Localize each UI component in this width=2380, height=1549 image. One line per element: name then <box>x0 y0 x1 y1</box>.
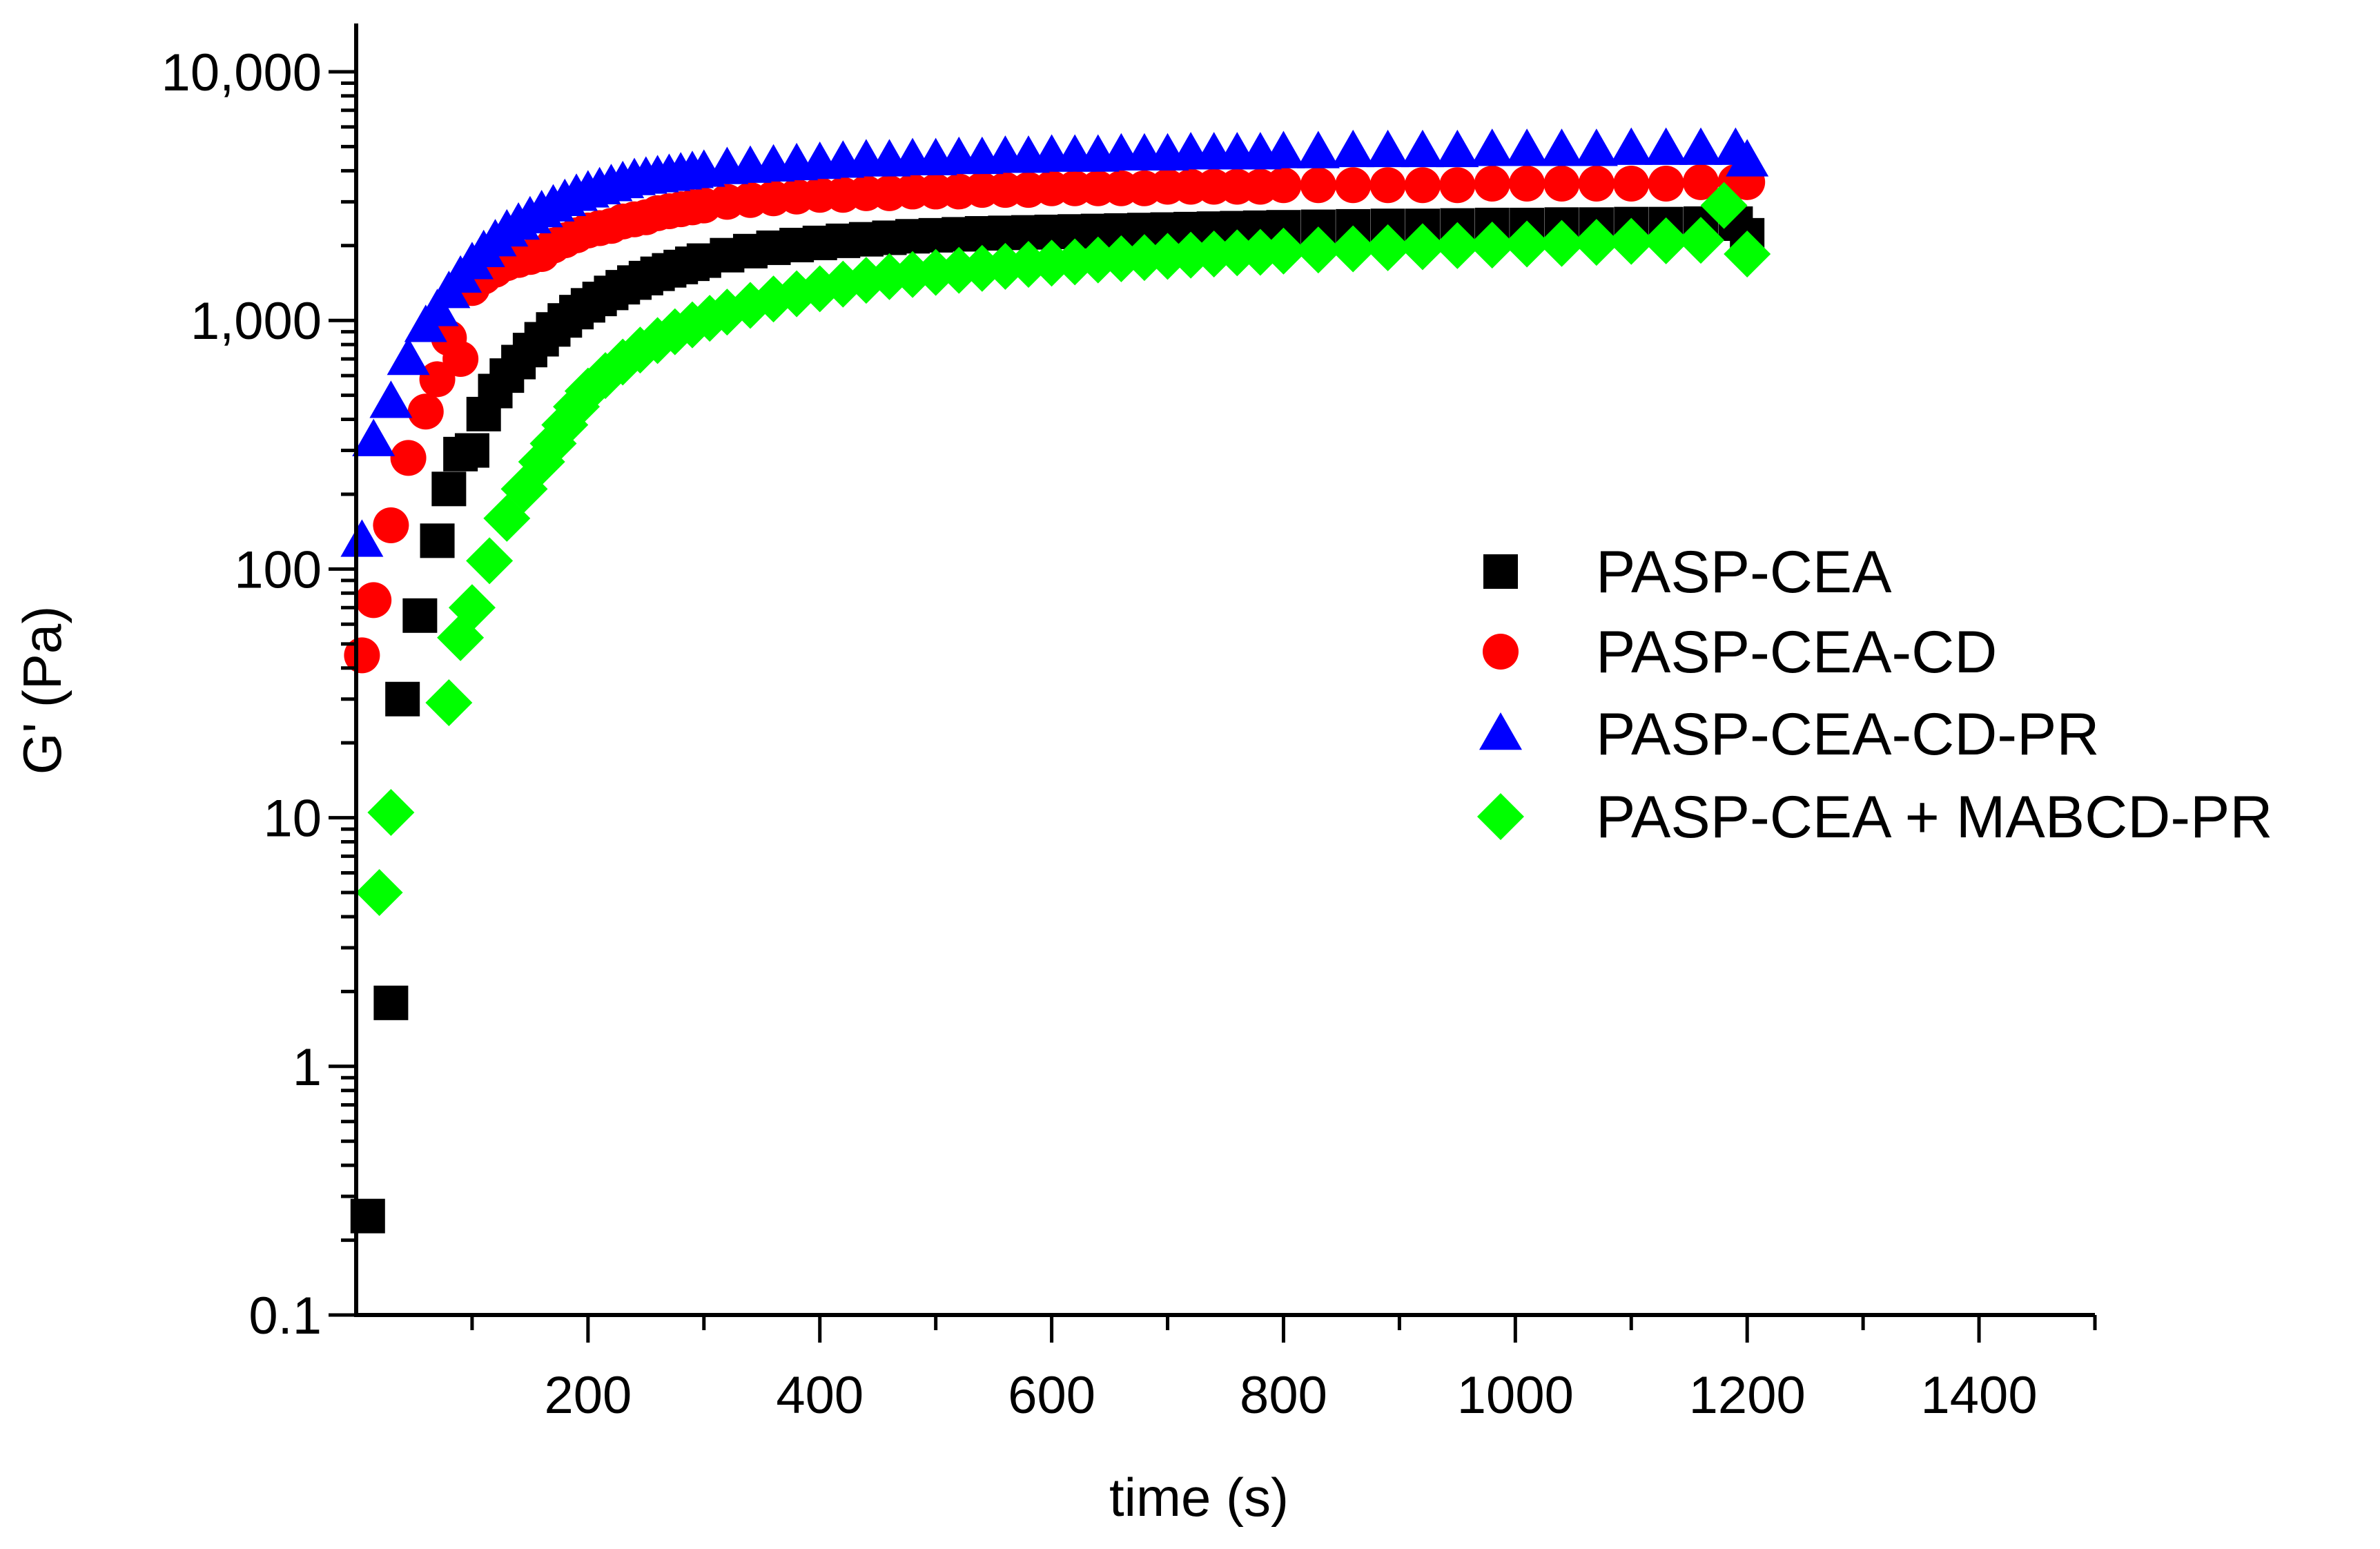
data-point <box>1683 164 1719 200</box>
data-point <box>390 440 427 476</box>
x-tick-label: 400 <box>776 1366 864 1425</box>
x-tick-label: 800 <box>1240 1366 1327 1425</box>
data-point <box>1474 166 1510 202</box>
data-point <box>1610 127 1653 165</box>
data-point <box>431 471 467 507</box>
y-ticks: 0.1 1 10 100 1,000 10,000 <box>162 43 356 1345</box>
data-point <box>1398 223 1446 271</box>
data-point <box>1436 129 1479 168</box>
data-point <box>1260 227 1307 275</box>
data-point <box>1538 220 1586 267</box>
data-point <box>1543 166 1580 202</box>
data-point <box>1700 182 1748 229</box>
data-point <box>1294 226 1342 274</box>
data-point <box>340 519 384 557</box>
series-1 <box>350 206 1765 1234</box>
data-point <box>1642 217 1690 264</box>
legend: PASP-CEA PASP-CEA-CD PASP-CEA-CD-PR PASP-CE… <box>1477 539 2272 850</box>
data-point <box>407 393 444 430</box>
data-point <box>1613 166 1650 202</box>
data-point <box>419 361 456 398</box>
data-point <box>1434 222 1481 269</box>
data-point <box>1677 217 1725 264</box>
data-point <box>373 985 409 1020</box>
series-3 <box>340 127 1769 557</box>
x-ticks: 200 400 600 800 1000 1200 1400 <box>470 1315 2097 1425</box>
y-tick-label: 1 <box>293 1038 322 1097</box>
data-point <box>355 869 403 917</box>
legend-marker <box>1483 634 1519 670</box>
data-point <box>1540 128 1583 166</box>
data-point <box>402 598 438 633</box>
legend-label: PASP-CEA <box>1596 539 1892 605</box>
data-point <box>367 788 415 836</box>
data-point <box>352 418 396 456</box>
data-point <box>1574 128 1618 166</box>
data-point <box>1335 167 1372 204</box>
data-point <box>385 681 420 717</box>
data-point <box>420 523 455 558</box>
data-point <box>425 679 473 727</box>
data-point <box>1608 217 1655 265</box>
y-tick-label: 10 <box>263 790 322 848</box>
data-point <box>1679 127 1723 165</box>
data-point <box>1296 130 1340 168</box>
legend-marker <box>1479 712 1522 750</box>
data-point <box>1468 221 1516 269</box>
plot-marks <box>340 127 1771 1234</box>
data-point <box>442 340 479 377</box>
data-point <box>1644 127 1688 165</box>
data-point <box>1724 230 1771 277</box>
legend-label: PASP-CEA-CD-PR <box>1596 701 2100 768</box>
x-tick-label: 1400 <box>1921 1366 2038 1425</box>
y-tick-label: 100 <box>234 540 322 599</box>
data-point <box>1401 129 1444 168</box>
data-point <box>1578 166 1615 202</box>
y-tick-label: 1,000 <box>191 292 322 351</box>
x-axis-title: time (s) <box>1109 1467 1289 1528</box>
data-point <box>1648 166 1684 202</box>
data-point <box>355 582 392 618</box>
y-tick-label: 0.1 <box>248 1287 322 1345</box>
data-point <box>1505 128 1549 166</box>
data-point <box>1300 167 1336 204</box>
x-tick-label: 1000 <box>1457 1366 1574 1425</box>
data-point <box>1366 129 1410 168</box>
data-point <box>1509 166 1545 202</box>
data-point <box>1332 129 1375 168</box>
data-point <box>1364 224 1412 271</box>
data-point <box>669 301 716 349</box>
data-point <box>454 433 489 468</box>
y-tick-label: 10,000 <box>162 43 322 102</box>
data-point <box>466 537 514 585</box>
data-point <box>1404 167 1441 204</box>
x-tick-label: 600 <box>1008 1366 1095 1425</box>
data-point <box>1726 139 1769 177</box>
data-point <box>344 637 380 674</box>
data-point <box>373 507 409 543</box>
data-point <box>1503 220 1551 268</box>
legend-marker <box>1477 793 1524 840</box>
series-4 <box>355 182 1771 917</box>
legend-label: PASP-CEA-CD <box>1596 619 1997 685</box>
legend-label: PASP-CEA + MABCD-PR <box>1596 784 2272 850</box>
data-point <box>369 380 413 418</box>
data-point <box>387 337 430 376</box>
y-axis-title: G' (Pa) <box>12 606 72 775</box>
data-point <box>448 584 496 632</box>
data-point <box>1265 167 1302 204</box>
data-point <box>1572 219 1620 266</box>
legend-marker <box>1483 554 1518 589</box>
data-point <box>1329 225 1377 273</box>
data-point <box>1439 167 1476 204</box>
x-tick-label: 1200 <box>1689 1366 1806 1425</box>
data-point <box>1470 128 1514 166</box>
x-tick-label: 200 <box>544 1366 632 1425</box>
data-point <box>1262 130 1305 168</box>
data-point <box>1369 167 1406 204</box>
